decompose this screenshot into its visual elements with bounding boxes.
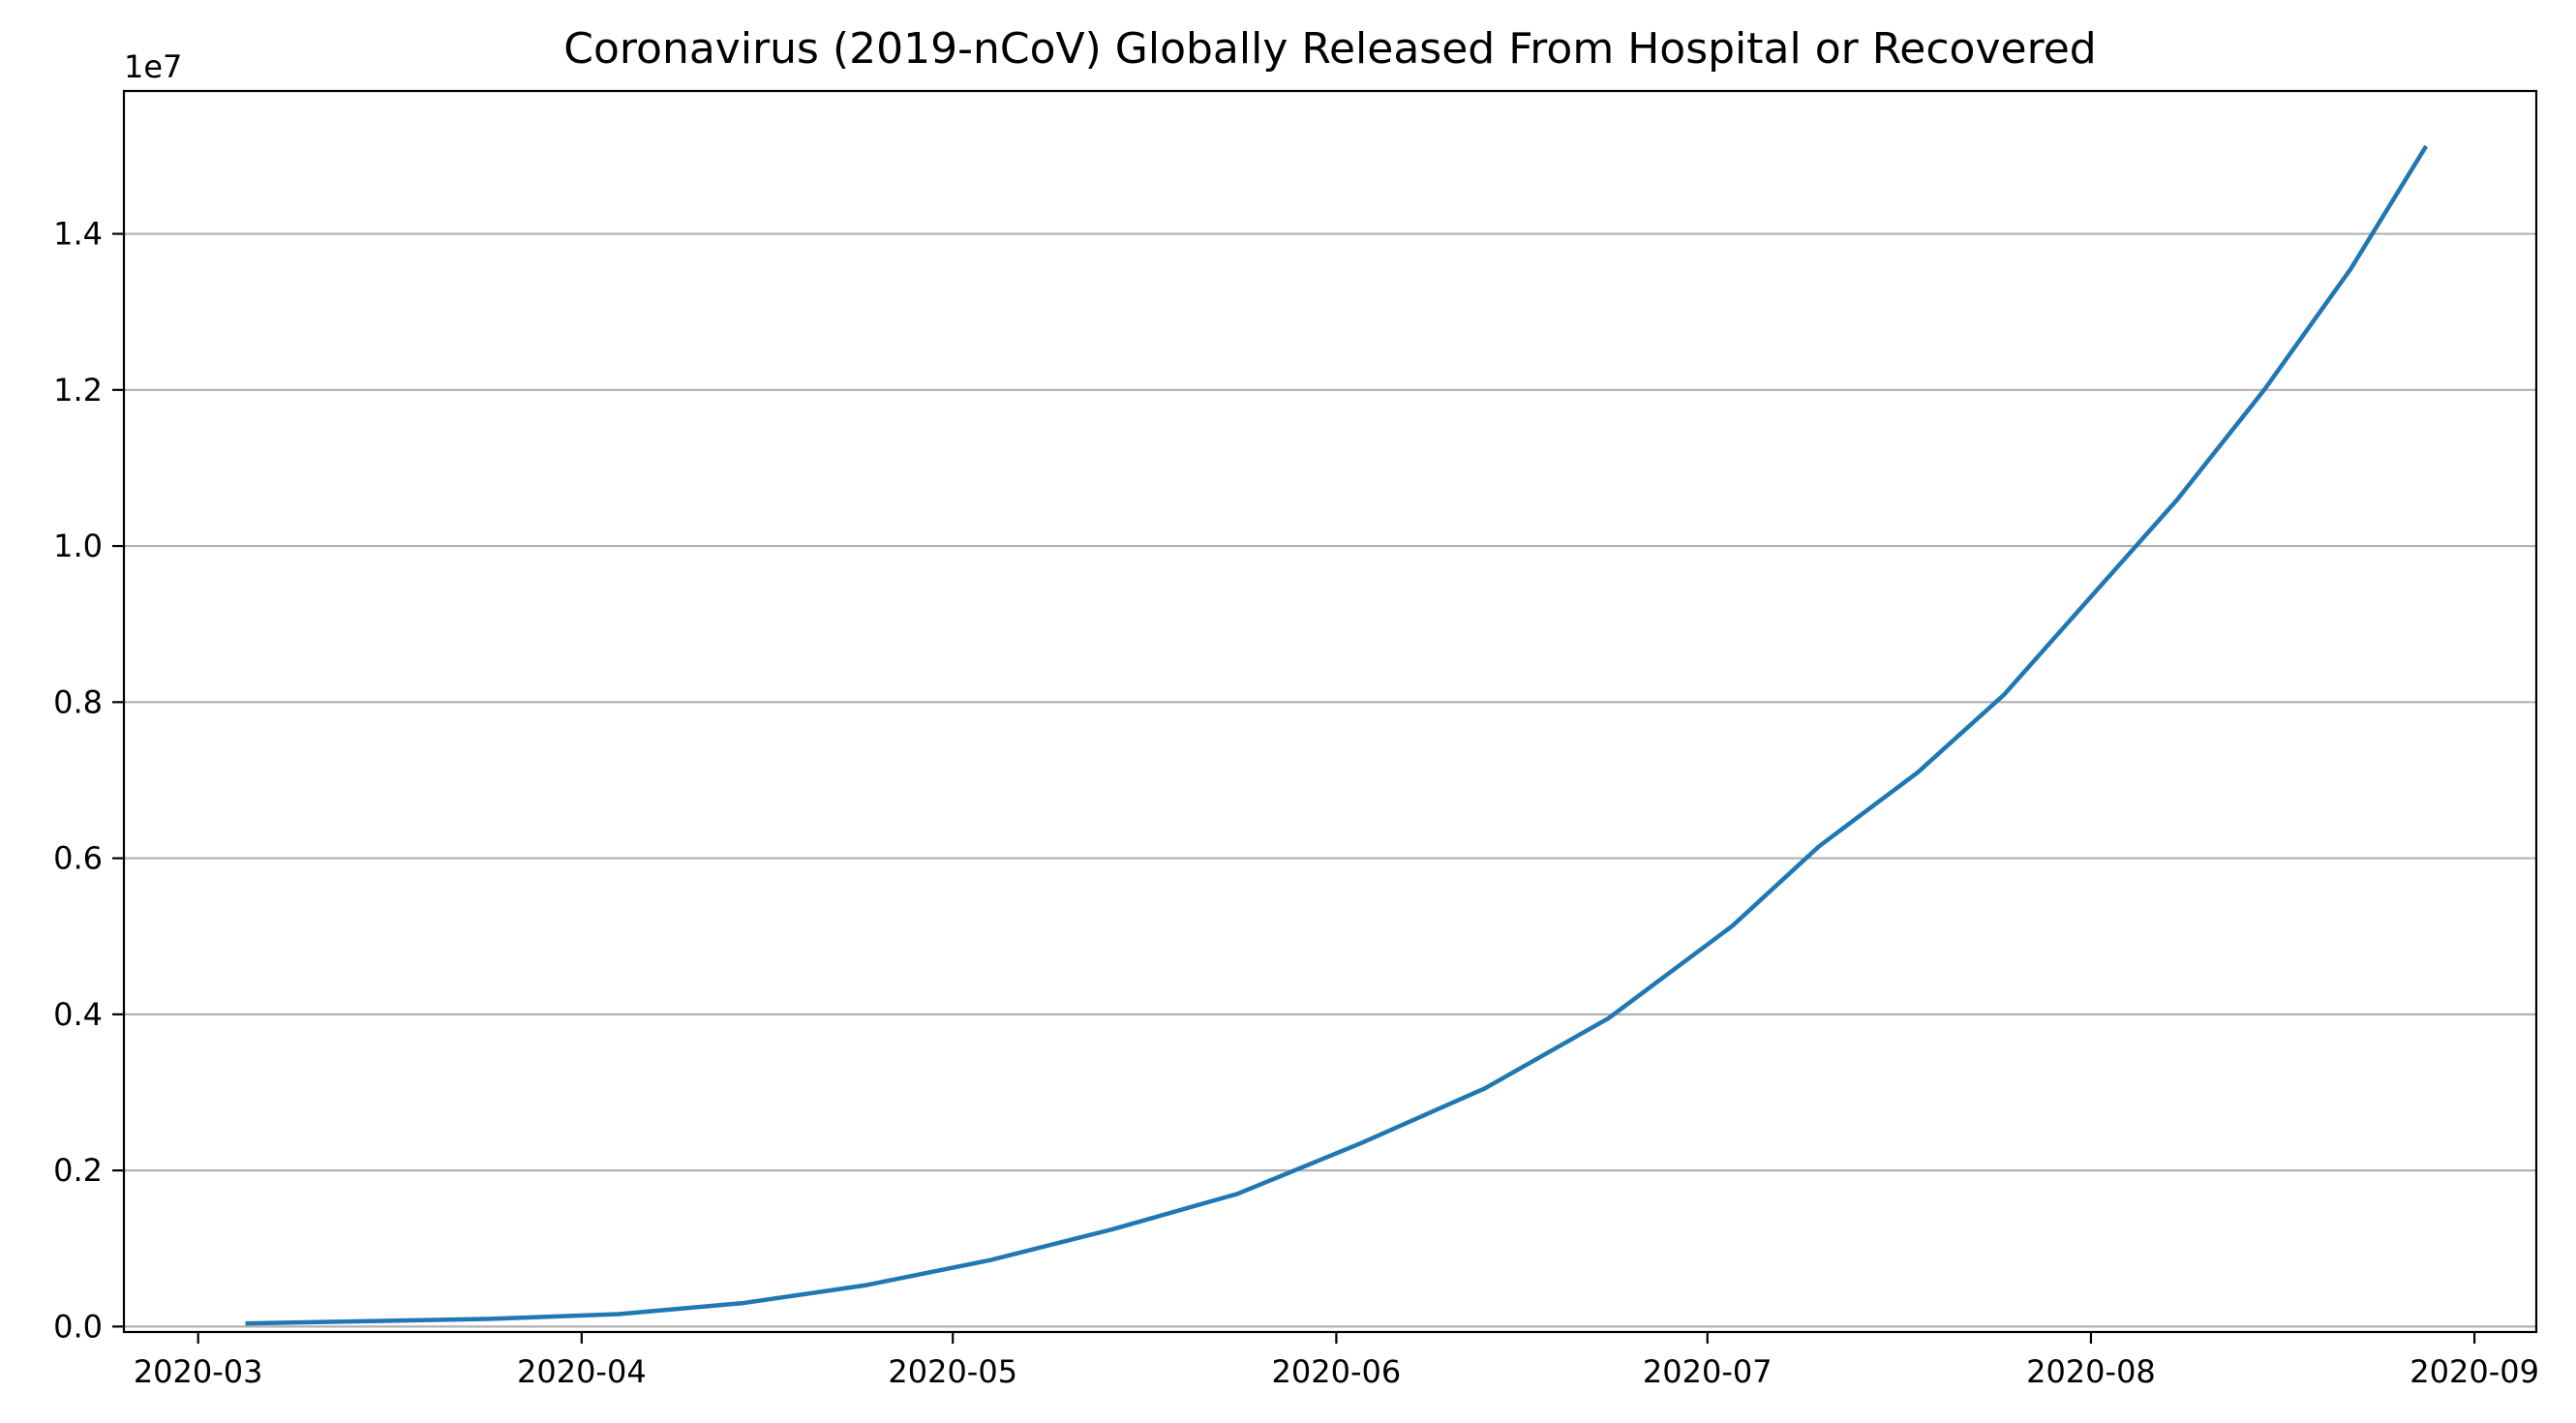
y-tick-label: 1.2 xyxy=(53,372,103,409)
series-line xyxy=(245,144,2429,1326)
x-tick-label: 2020-06 xyxy=(1272,1353,1402,1390)
x-tick-label: 2020-04 xyxy=(517,1353,647,1390)
grid-lines xyxy=(124,232,2536,1328)
y-tick-label: 0.0 xyxy=(53,1308,103,1345)
x-tick-label: 2020-09 xyxy=(2409,1353,2539,1390)
plot-frame xyxy=(122,89,2538,1334)
x-tick-label: 2020-07 xyxy=(1643,1353,1773,1390)
data-line-group xyxy=(245,144,2429,1326)
y-tick-label: 1.4 xyxy=(53,216,103,253)
y-axis: 0.0 0.2 0.4 0.6 0.8 1.0 1.2 1.4 xyxy=(53,216,124,1345)
y-tick-label: 1.0 xyxy=(53,528,103,564)
y-tick-label: 0.8 xyxy=(53,683,103,720)
x-tick-label: 2020-05 xyxy=(888,1353,1017,1390)
x-axis: 2020-03 2020-04 2020-05 2020-06 2020-07 2020-… xyxy=(134,1332,2539,1390)
y-tick-label: 0.4 xyxy=(53,996,103,1033)
y-tick-label: 0.6 xyxy=(53,840,103,877)
y-tick-label: 0.2 xyxy=(53,1152,103,1189)
x-tick-label: 2020-03 xyxy=(134,1353,263,1390)
y-axis-offset-label: 1e7 xyxy=(124,48,182,85)
chart-title: Coronavirus (2019-nCoV) Globally Release… xyxy=(563,24,2096,74)
x-tick-label: 2020-08 xyxy=(2026,1353,2156,1390)
